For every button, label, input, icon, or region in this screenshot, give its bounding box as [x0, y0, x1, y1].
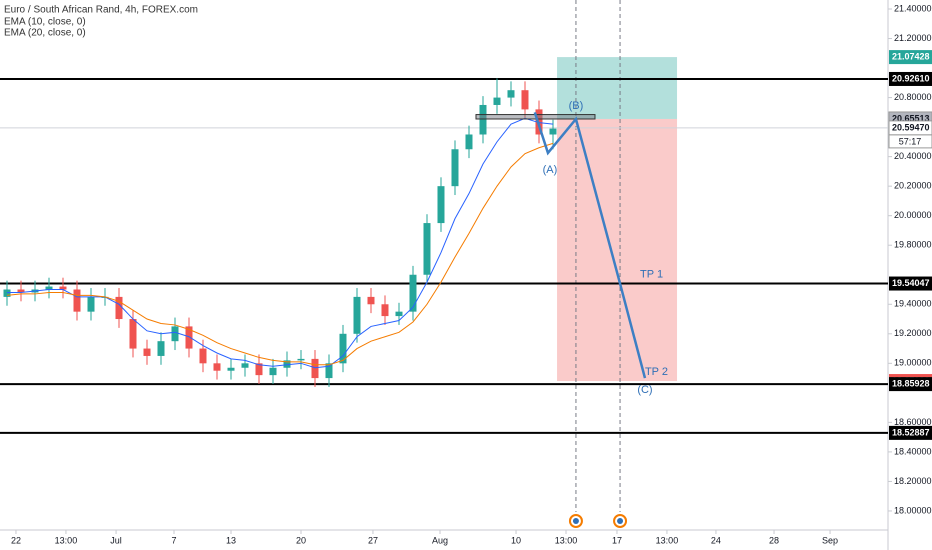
y-tick-label: 19.80000 — [894, 240, 932, 250]
candle-body — [213, 363, 221, 371]
candle-body — [353, 296, 361, 334]
x-tick-label: Aug — [432, 535, 448, 545]
candle-body — [325, 363, 333, 379]
candle-body — [45, 286, 53, 290]
candle-body — [143, 348, 151, 356]
y-tick-label: 20.00000 — [894, 210, 932, 220]
price-label: 20.92610 — [892, 73, 930, 83]
candle-body — [367, 296, 375, 305]
y-tick-label: 18.00000 — [894, 505, 932, 515]
x-tick-label: 7 — [172, 535, 177, 545]
wave-label: (A) — [543, 164, 558, 176]
countdown: 57:17 — [899, 136, 922, 146]
countdown-bg — [888, 134, 932, 149]
wave-label: TP 1 — [640, 269, 663, 281]
candle-body — [115, 296, 123, 320]
price-label: 18.85928 — [892, 378, 930, 388]
candle-body — [493, 97, 501, 105]
candle-body — [171, 326, 179, 342]
candle-body — [255, 363, 263, 376]
x-tick-label: 13:00 — [55, 535, 78, 545]
candle-body — [157, 341, 165, 356]
x-tick-label: Sep — [822, 535, 838, 545]
x-tick-label: 20 — [296, 535, 306, 545]
event-icon-dot — [572, 518, 579, 524]
price-label: 20.65513 — [892, 113, 930, 123]
y-tick-label: 20.80000 — [894, 92, 932, 102]
target-zone — [557, 57, 678, 119]
candle-body — [297, 358, 305, 361]
candle-body — [59, 286, 67, 290]
price-label-bg — [889, 50, 932, 65]
candle-body — [269, 367, 277, 376]
candle-body — [451, 149, 459, 187]
chart-title: Euro / South African Rand, 4h, FOREX.com — [4, 5, 198, 16]
stop-zone — [557, 118, 678, 382]
candle-body — [339, 333, 347, 364]
y-tick-label: 19.40000 — [894, 299, 932, 309]
candle-body — [521, 90, 529, 110]
x-tick-label: 27 — [368, 535, 378, 545]
y-tick-label: 21.40000 — [894, 3, 932, 13]
candle-body — [381, 304, 389, 317]
candle-body — [73, 289, 81, 312]
candle-body — [17, 289, 25, 293]
price-label: 21.07428 — [892, 51, 930, 61]
wave-label: (B) — [569, 100, 584, 112]
candle-body — [311, 358, 319, 379]
ema-line — [6, 117, 554, 369]
x-tick-label: Jul — [110, 535, 122, 545]
price-label-bg — [889, 377, 932, 392]
x-tick-label: 10 — [511, 535, 521, 545]
indicator: EMA (10, close, 0) — [4, 17, 86, 28]
y-tick-label: 18.40000 — [894, 446, 932, 456]
candle-body — [283, 360, 291, 368]
y-tick-label: 18.20000 — [894, 476, 932, 486]
candle-body — [3, 289, 11, 297]
candle-body — [507, 90, 515, 98]
candle-body — [423, 223, 431, 275]
x-tick-label: 13:00 — [656, 535, 679, 545]
wave-label: (C) — [637, 384, 652, 396]
y-tick-label: 20.20000 — [894, 181, 932, 191]
indicator: EMA (20, close, 0) — [4, 28, 86, 39]
wave-label: TP 2 — [645, 366, 668, 378]
y-tick-label: 19.20000 — [894, 328, 932, 338]
candle-body — [409, 274, 417, 312]
x-tick-label: 22 — [11, 535, 21, 545]
price-label: 19.54047 — [892, 278, 930, 288]
x-tick-label: 24 — [711, 535, 721, 545]
price-label-bg — [889, 425, 932, 440]
candle-body — [395, 311, 403, 317]
candle-body — [129, 319, 137, 349]
x-tick-label: 13:00 — [555, 535, 578, 545]
candle-body — [465, 134, 473, 150]
candle-body — [479, 104, 487, 135]
candle-body — [241, 363, 249, 368]
y-tick-label: 21.20000 — [894, 33, 932, 43]
candle-body — [549, 128, 557, 135]
x-tick-label: 13 — [226, 535, 236, 545]
event-icon-dot — [617, 518, 624, 524]
price-label-bg — [889, 71, 932, 86]
candle-body — [227, 367, 235, 371]
x-tick-label: 28 — [769, 535, 779, 545]
ema-line — [6, 142, 554, 366]
candle-body — [185, 326, 193, 349]
price-label: 20.59470 — [892, 122, 930, 132]
candle-body — [199, 348, 207, 364]
y-tick-label: 20.40000 — [894, 151, 932, 161]
candle-body — [87, 296, 95, 312]
y-tick-label: 18.60000 — [894, 417, 932, 427]
y-tick-label: 19.00000 — [894, 358, 932, 368]
x-tick-label: 17 — [612, 535, 622, 545]
price-label-bg — [889, 276, 932, 291]
price-label: 18.52887 — [892, 427, 930, 437]
candle-body — [437, 186, 445, 224]
wave-line — [533, 111, 647, 379]
